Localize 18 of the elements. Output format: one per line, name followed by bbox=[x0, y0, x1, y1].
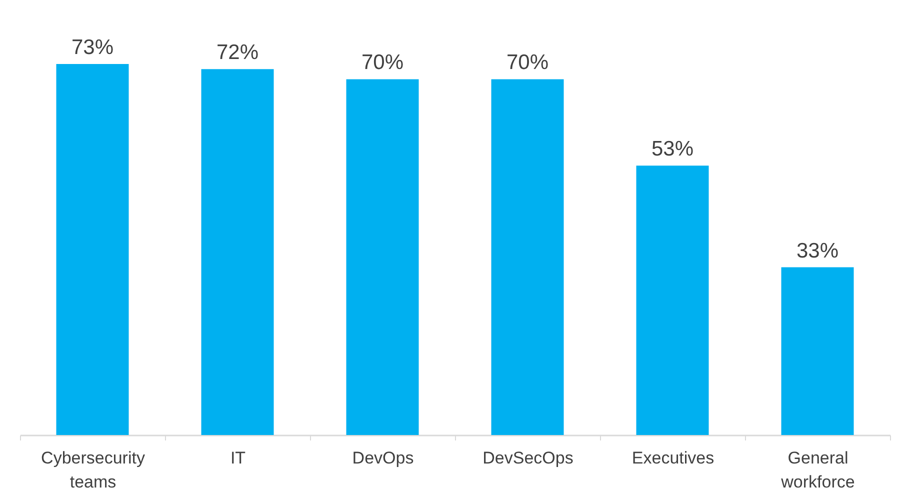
x-tick-label: Cybersecurity teams bbox=[41, 448, 146, 492]
x-tick-label: DevSecOps bbox=[482, 448, 574, 468]
bar bbox=[346, 79, 419, 435]
data-label: 73% bbox=[71, 36, 114, 59]
x-tick-label: Executives bbox=[632, 448, 714, 468]
bar bbox=[636, 166, 709, 435]
data-label: 72% bbox=[216, 41, 259, 64]
bar bbox=[491, 79, 564, 435]
data-label: 70% bbox=[506, 51, 549, 74]
x-tick-label: DevOps bbox=[352, 448, 414, 468]
data-label: 33% bbox=[796, 239, 839, 262]
bar bbox=[781, 267, 854, 435]
bar bbox=[201, 69, 274, 435]
data-label: 70% bbox=[361, 51, 404, 74]
x-tick-label: General workforce bbox=[780, 448, 855, 492]
data-label: 53% bbox=[651, 138, 694, 161]
bar bbox=[56, 64, 129, 435]
x-tick-label: IT bbox=[230, 448, 246, 468]
